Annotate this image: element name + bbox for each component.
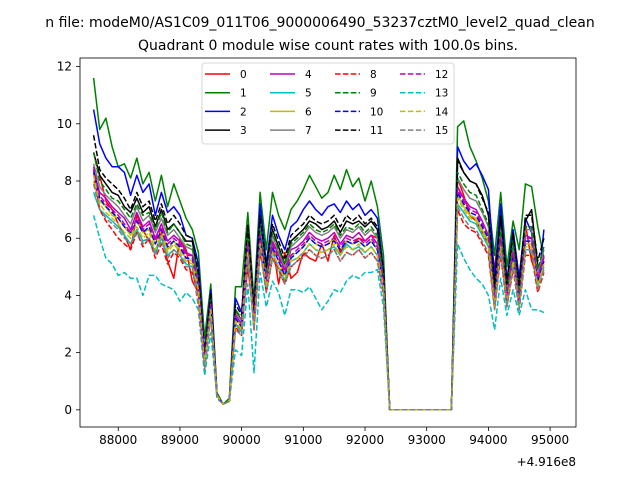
legend-label-4: 4: [305, 69, 312, 81]
series-line-9: [92, 152, 545, 411]
series-line-0: [92, 152, 545, 411]
x-axis-offset-label: +4.916e8: [517, 455, 576, 469]
x-tick-label: 92000: [346, 433, 384, 447]
x-axis: 88000 89000 90000 91000 92000 93000 94000 95000: [99, 427, 569, 447]
x-tick-label: 91000: [284, 433, 322, 447]
legend-label-2: 2: [240, 106, 247, 118]
series-line-11: [92, 135, 545, 411]
legend-label-8: 8: [370, 69, 377, 81]
legend-box: [201, 62, 455, 145]
x-tick-label: 89000: [161, 433, 199, 447]
y-tick-label: 12: [57, 60, 72, 74]
legend-label-9: 9: [370, 88, 377, 100]
legend-label-10: 10: [370, 106, 383, 118]
y-tick-label: 8: [64, 174, 72, 188]
series-line-8: [92, 172, 545, 411]
chart-title: Quadrant 0 module wise count rates with …: [138, 38, 518, 54]
y-tick-label: 4: [64, 288, 72, 302]
x-tick-label: 94000: [469, 433, 507, 447]
legend-label-15: 15: [435, 125, 448, 137]
legend-label-11: 11: [370, 125, 383, 137]
series-lines: [92, 77, 545, 411]
legend-label-7: 7: [305, 125, 312, 137]
series-line-15: [92, 183, 545, 411]
series-line-12: [92, 166, 545, 411]
x-tick-label: 90000: [223, 433, 261, 447]
legend-label-13: 13: [435, 88, 448, 100]
y-tick-label: 6: [64, 231, 72, 245]
x-tick-label: 93000: [408, 433, 446, 447]
legend-label-6: 6: [305, 106, 312, 118]
legend-label-1: 1: [240, 88, 247, 100]
series-line-10: [92, 169, 545, 411]
legend-label-5: 5: [305, 88, 312, 100]
legend-label-12: 12: [435, 69, 448, 81]
x-tick-label: 95000: [531, 433, 569, 447]
series-line-13: [92, 215, 545, 411]
series-line-7: [92, 163, 545, 411]
x-tick-label: 88000: [99, 433, 137, 447]
series-line-2: [92, 109, 545, 411]
series-line-1: [92, 77, 545, 411]
figure-suptitle: n file: modeM0/AS1C09_011T06_9000006490_…: [45, 15, 594, 31]
y-tick-label: 2: [64, 346, 72, 360]
plot-frame: [79, 57, 577, 428]
legend-label-0: 0: [240, 69, 247, 81]
series-line-4: [92, 172, 545, 411]
series-line-14: [92, 175, 545, 411]
y-tick-label: 10: [57, 117, 72, 131]
y-axis: 0 2 4 6 8 10 12: [57, 60, 80, 417]
legend-label-3: 3: [240, 125, 247, 137]
legend-label-14: 14: [435, 106, 449, 118]
y-tick-label: 0: [64, 403, 72, 417]
